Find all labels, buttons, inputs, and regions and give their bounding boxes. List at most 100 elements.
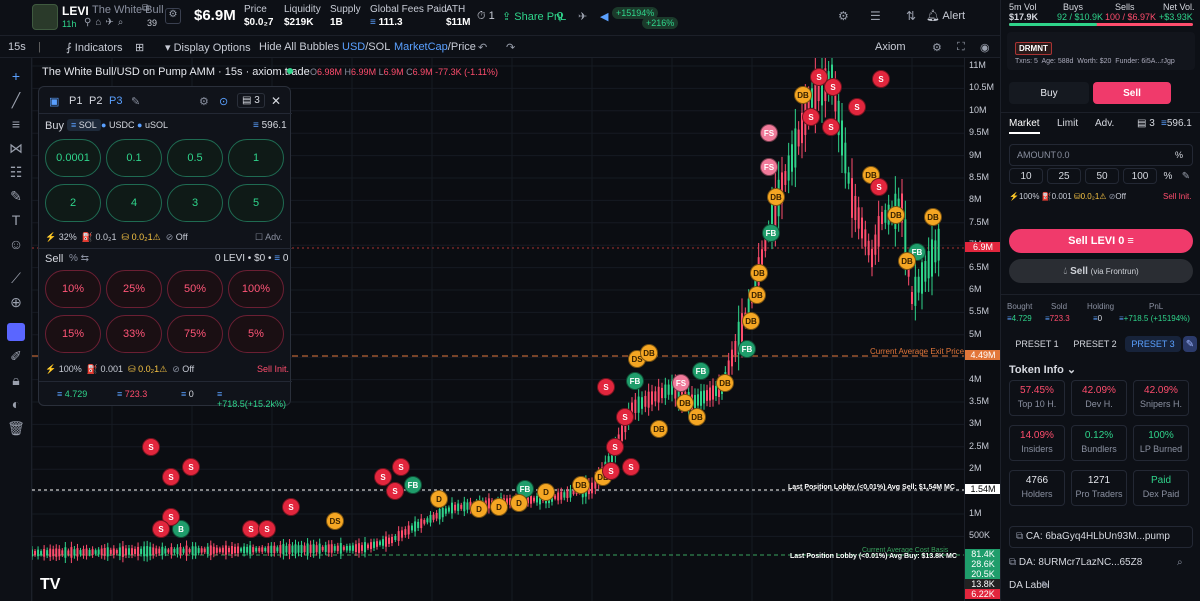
fullscreen-icon[interactable]: ⛶ bbox=[957, 41, 965, 53]
trade-bubble[interactable]: DB bbox=[748, 286, 766, 304]
indicators-button[interactable]: ⨏ Indicators bbox=[66, 42, 123, 54]
sell-pct-7[interactable]: 75% bbox=[167, 315, 223, 353]
share-pnl-button[interactable]: ⇪ Share PnL bbox=[502, 11, 567, 23]
telegram-icon[interactable]: ✈ bbox=[578, 11, 588, 23]
text-icon[interactable]: T bbox=[11, 212, 21, 228]
wallet-count[interactable]: ▤ 3 bbox=[237, 93, 265, 108]
crosshair-icon[interactable]: + bbox=[11, 68, 21, 84]
trade-bubble[interactable]: S bbox=[142, 438, 160, 456]
price-axis[interactable]: 11M10.5M10M9.5M9M8.5M8M7.5M7M6.5M6M5.5M5… bbox=[964, 58, 1000, 601]
trade-bubble[interactable]: S bbox=[616, 408, 634, 426]
preset-3-tab[interactable]: PRESET 3 bbox=[1125, 336, 1181, 352]
trade-bubble[interactable]: S bbox=[374, 468, 392, 486]
trade-bubble[interactable]: S bbox=[386, 482, 404, 500]
trade-bubble[interactable]: FS bbox=[672, 374, 690, 392]
display-options-button[interactable]: ▾ Display Options bbox=[165, 42, 251, 54]
buy-amount-1[interactable]: 0.0001 bbox=[45, 139, 101, 177]
brush-icon[interactable]: ✎ bbox=[10, 187, 22, 204]
filter-icon[interactable]: ☰ bbox=[870, 9, 881, 23]
trade-bubble[interactable]: DB bbox=[572, 476, 590, 494]
trade-bubble[interactable]: S bbox=[824, 78, 842, 96]
trade-bubble[interactable]: S bbox=[848, 98, 866, 116]
pct-50[interactable]: 50 bbox=[1085, 168, 1119, 184]
trade-bubble[interactable]: S bbox=[810, 68, 828, 86]
fib-icon[interactable]: ☷ bbox=[9, 163, 23, 180]
trade-bubble[interactable]: DB bbox=[650, 420, 668, 438]
trade-bubble[interactable]: S bbox=[392, 458, 410, 476]
trade-bubble[interactable]: S bbox=[258, 520, 276, 538]
hide-bubbles-button[interactable]: Hide All Bubbles bbox=[259, 41, 340, 53]
pct-unit[interactable]: % bbox=[1163, 170, 1173, 182]
edit-icon[interactable]: ✎ bbox=[131, 96, 141, 108]
trade-bubble[interactable]: DB bbox=[924, 208, 942, 226]
trade-bubble[interactable]: DB bbox=[794, 86, 812, 104]
preset-2-tab[interactable]: PRESET 2 bbox=[1073, 339, 1117, 349]
magnet-icon[interactable] bbox=[0, 320, 32, 344]
trade-bubble[interactable]: D bbox=[510, 494, 528, 512]
announce-icon[interactable]: ◀ bbox=[600, 11, 609, 23]
zoom-icon[interactable]: ⊕ bbox=[10, 293, 22, 310]
buy-amount-5[interactable]: 2 bbox=[45, 184, 101, 222]
trade-bubble[interactable]: DB bbox=[887, 206, 905, 224]
trendline-icon[interactable]: ╱ bbox=[11, 91, 21, 108]
currency-sol[interactable]: ≡ SOL bbox=[67, 119, 101, 131]
pct-100[interactable]: 100 bbox=[1123, 168, 1157, 184]
tab-market[interactable]: Market bbox=[1009, 118, 1040, 134]
metric-toggle[interactable]: MarketCap/Price bbox=[394, 41, 476, 53]
trade-bubble[interactable]: FB bbox=[692, 362, 710, 380]
currency-usdc[interactable]: ● USDC bbox=[101, 120, 135, 130]
buy-amount-3[interactable]: 0.5 bbox=[167, 139, 223, 177]
trade-bubble[interactable]: S bbox=[282, 498, 300, 516]
currency-usol[interactable]: ● uSOL bbox=[137, 120, 168, 130]
trade-bubble[interactable]: S bbox=[182, 458, 200, 476]
trade-bubble[interactable]: DB bbox=[716, 374, 734, 392]
close-icon[interactable]: ✕ bbox=[271, 94, 282, 108]
preset-1-tab[interactable]: PRESET 1 bbox=[1015, 339, 1059, 349]
trade-bubble[interactable]: FB bbox=[738, 340, 756, 358]
settings-icon[interactable]: ⚙ bbox=[199, 96, 209, 108]
pattern-icon[interactable]: ⋈ bbox=[9, 139, 23, 156]
trade-bubble[interactable]: S bbox=[602, 462, 620, 480]
trade-bubble[interactable]: D bbox=[430, 490, 448, 508]
sell-mode-toggle[interactable]: % ⇆ bbox=[69, 253, 90, 264]
amount-value[interactable]: 0.0 bbox=[1057, 150, 1070, 160]
trade-bubble[interactable]: D bbox=[490, 498, 508, 516]
camera-icon[interactable]: ◉ bbox=[980, 42, 990, 54]
trade-bubble[interactable]: DB bbox=[688, 408, 706, 426]
edit-icon[interactable]: ✎ bbox=[1041, 580, 1050, 591]
buy-amount-7[interactable]: 3 bbox=[167, 184, 223, 222]
token-name[interactable]: The White Bull bbox=[92, 4, 164, 16]
preset-count[interactable]: ▤ 3 bbox=[1137, 118, 1155, 129]
pct-10[interactable]: 10 bbox=[1009, 168, 1043, 184]
sell-pct-5[interactable]: 15% bbox=[45, 315, 101, 353]
pnl-badge-2[interactable]: +216% bbox=[642, 17, 679, 29]
lines-icon[interactable]: ≡ bbox=[11, 116, 21, 132]
sidebar-sell-init[interactable]: Sell Init. bbox=[1163, 192, 1192, 201]
trade-bubble[interactable]: B bbox=[172, 520, 190, 538]
amount-input[interactable] bbox=[1009, 144, 1193, 166]
trade-bubble[interactable]: S bbox=[622, 458, 640, 476]
trade-bubble[interactable]: D bbox=[537, 483, 555, 501]
trade-bubble[interactable]: DB bbox=[750, 264, 768, 282]
preset-edit-icon[interactable]: ✎ bbox=[1183, 336, 1197, 352]
sell-pct-3[interactable]: 50% bbox=[167, 270, 223, 308]
copy-icon[interactable]: ⧉ bbox=[142, 3, 150, 14]
sell-pct-2[interactable]: 25% bbox=[106, 270, 162, 308]
preset-p1[interactable]: P1 bbox=[69, 95, 83, 107]
tab-limit[interactable]: Limit bbox=[1057, 118, 1079, 129]
buy-amount-6[interactable]: 4 bbox=[106, 184, 162, 222]
alert-button[interactable]: 🔔︎ Alert bbox=[926, 10, 966, 22]
trade-bubble[interactable]: DS bbox=[326, 512, 344, 530]
tab-adv[interactable]: Adv. bbox=[1095, 118, 1115, 129]
emoji-icon[interactable]: ☺ bbox=[8, 236, 24, 252]
sell-pct-1[interactable]: 10% bbox=[45, 270, 101, 308]
trade-bubble[interactable]: S bbox=[162, 468, 180, 486]
sell-submit-button[interactable]: Sell LEVI 0 ≡ bbox=[1009, 229, 1193, 253]
sell-pct-6[interactable]: 33% bbox=[106, 315, 162, 353]
switch-icon[interactable]: ⇅ bbox=[906, 9, 917, 23]
trade-bubble[interactable]: S bbox=[152, 520, 170, 538]
redo-icon[interactable]: ↷ bbox=[506, 42, 516, 54]
trade-bubble[interactable]: FS bbox=[760, 124, 778, 142]
buy-amount-4[interactable]: 1 bbox=[228, 139, 284, 177]
trade-bubble[interactable]: D bbox=[470, 500, 488, 518]
